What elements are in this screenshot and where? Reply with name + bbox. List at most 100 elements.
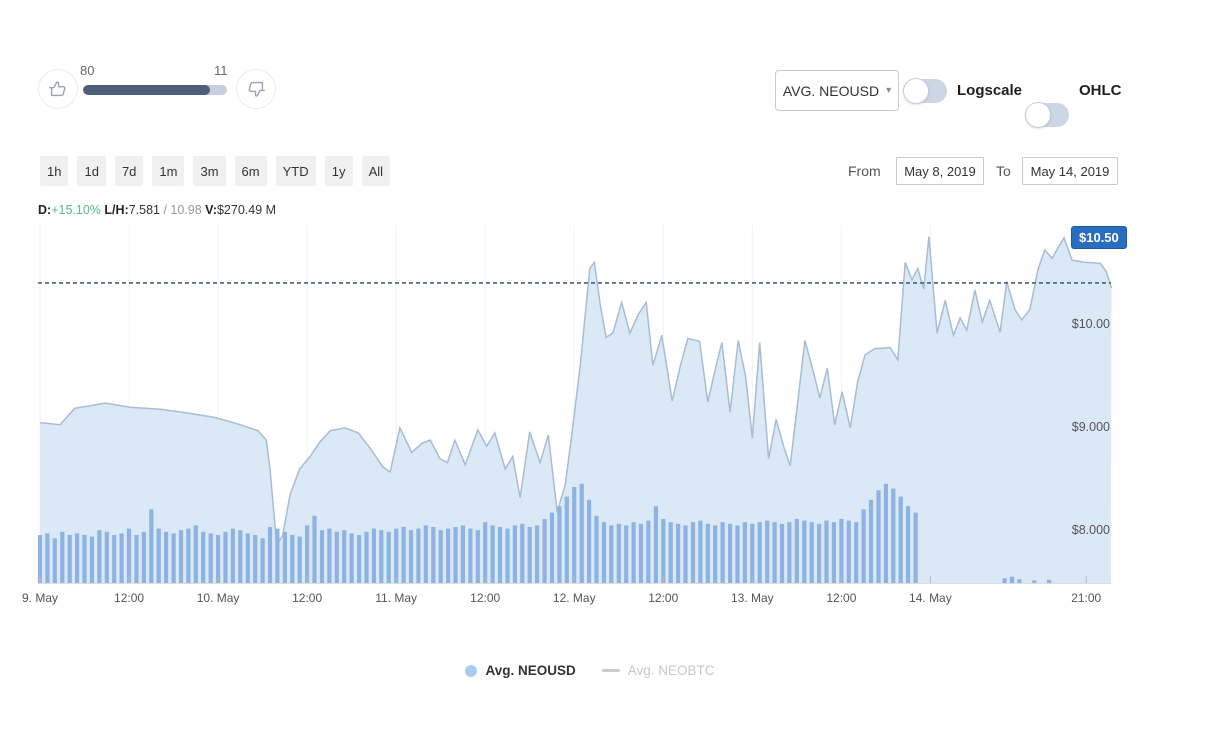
chart-legend: Avg. NEOUSD Avg. NEOBTC — [0, 663, 1180, 678]
volume-bar — [446, 528, 451, 583]
volume-bar — [149, 509, 154, 583]
volume-bar — [201, 531, 206, 583]
range-button-ytd[interactable]: YTD — [275, 156, 316, 186]
chart-stats-line: D:+15.10% L/H:7.581 / 10.98 V:$270.49 M — [38, 203, 276, 217]
volume-bar — [638, 523, 644, 583]
volume-bar — [624, 525, 629, 583]
ohlc-toggle[interactable] — [1025, 102, 1069, 128]
volume-bar — [483, 522, 488, 583]
thumbs-up-button[interactable] — [38, 69, 78, 109]
volume-bar — [512, 525, 517, 583]
volume-bar — [772, 522, 777, 583]
range-button-1m[interactable]: 1m — [152, 156, 185, 186]
volume-bar — [594, 515, 599, 583]
range-button-3m[interactable]: 3m — [193, 156, 226, 186]
volume-bar — [690, 522, 696, 583]
volume-bar — [898, 496, 903, 583]
volume-bar — [245, 533, 250, 583]
volume-bar — [164, 531, 169, 583]
volume-bar — [423, 525, 428, 583]
legend-item-neobtc[interactable]: Avg. NEOBTC — [601, 663, 715, 678]
volume-bar — [705, 523, 710, 583]
volume-bar — [104, 531, 109, 583]
volume-bar — [297, 536, 302, 583]
volume-bar — [230, 528, 235, 583]
volume-bar — [75, 533, 80, 583]
volume-bar — [253, 535, 258, 583]
volume-bar — [542, 519, 547, 583]
range-button-7d[interactable]: 7d — [114, 156, 144, 186]
volume-bar — [490, 525, 495, 583]
low-high-separator: / — [159, 203, 171, 217]
volume-bar — [735, 525, 740, 583]
daily-change-value: +15.10% — [51, 203, 101, 217]
volume-bar — [126, 528, 132, 583]
volume-bar — [579, 483, 584, 583]
volume-bar — [1047, 579, 1052, 583]
volume-bar — [327, 528, 332, 583]
volume-bar — [82, 535, 87, 583]
volume-bar — [267, 527, 273, 583]
volume-bar — [371, 528, 376, 583]
volume-bar — [742, 522, 747, 583]
volume-bar — [1009, 576, 1015, 583]
downvote-count: 11 — [214, 63, 228, 78]
volume-bar — [683, 525, 688, 583]
volume-bar — [876, 490, 881, 583]
volume-bar — [67, 535, 72, 583]
volume-bar — [89, 536, 94, 583]
thumbs-down-button[interactable] — [236, 69, 276, 109]
from-date-input[interactable] — [896, 157, 984, 185]
volume-bar — [802, 520, 807, 583]
volume-bar — [416, 528, 421, 583]
volume-bar — [728, 523, 733, 583]
volume-bar — [817, 523, 822, 583]
volume-bar — [750, 523, 755, 583]
volume-bar — [349, 533, 354, 583]
to-date-input[interactable] — [1022, 157, 1118, 185]
x-axis-tick-label: 12:00 — [826, 591, 857, 605]
logscale-label: Logscale — [957, 82, 1023, 99]
low-value: 7.581 — [128, 203, 160, 217]
volume-bar — [312, 515, 317, 583]
volume-bar — [861, 509, 866, 583]
volume-bar — [60, 531, 65, 583]
to-label: To — [996, 163, 1011, 179]
legend-item-neousd[interactable]: Avg. NEOUSD — [465, 663, 576, 678]
volume-bar — [156, 528, 161, 583]
volume-bar — [134, 535, 139, 583]
volume-bar — [282, 531, 287, 583]
range-button-6m[interactable]: 6m — [234, 156, 267, 186]
volume-bar — [698, 520, 703, 583]
volume-bar — [52, 538, 57, 583]
volume-value: $270.49 M — [216, 203, 277, 217]
volume-bar — [334, 531, 339, 583]
x-axis-tick-label: 14. May — [909, 591, 952, 605]
logscale-toggle[interactable] — [903, 78, 947, 104]
volume-bar — [186, 528, 191, 583]
upvote-count: 80 — [80, 63, 95, 78]
volume-bar — [193, 525, 198, 583]
volume-bar — [208, 533, 213, 583]
y-axis-tick-label: $8.000 — [1071, 522, 1110, 537]
volume-bar — [794, 519, 799, 583]
pair-selector-dropdown[interactable]: AVG. NEOUSD ▾ — [775, 70, 899, 111]
chevron-down-icon: ▾ — [886, 85, 892, 96]
volume-bar — [906, 506, 911, 583]
volume-bar — [319, 530, 325, 583]
range-button-all[interactable]: All — [361, 156, 391, 186]
ohlc-label: OHLC — [1079, 82, 1122, 99]
range-button-1d[interactable]: 1d — [77, 156, 106, 186]
neobtc-series-marker-icon — [601, 669, 620, 672]
volume-bar — [1002, 578, 1007, 583]
volume-bar — [290, 535, 295, 583]
volume-bar — [468, 528, 473, 583]
range-button-1y[interactable]: 1y — [324, 156, 353, 186]
volume-bar — [676, 523, 681, 583]
volume-bar — [238, 530, 243, 583]
volume-bar — [787, 522, 792, 583]
y-axis-tick-label: $10.00 — [1071, 317, 1110, 331]
volume-bar — [223, 531, 228, 583]
range-button-1h[interactable]: 1h — [40, 156, 69, 186]
